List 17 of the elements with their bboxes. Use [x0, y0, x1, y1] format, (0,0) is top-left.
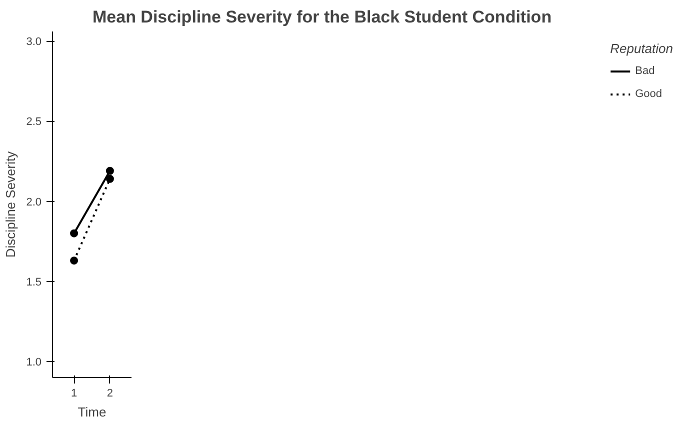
y-tick-label: 3.0: [26, 36, 42, 48]
legend-title: Reputation: [610, 41, 673, 56]
point: [106, 166, 114, 175]
y-tick-label: 1.5: [26, 276, 42, 288]
x-tick-label: 2: [106, 388, 114, 400]
point: [70, 229, 78, 238]
x-axis-title: Time: [78, 404, 106, 420]
y-axis-title: Discipline Severity: [3, 150, 18, 258]
y-tick-label: 2.0: [26, 196, 42, 208]
y-tick-label: 1.0: [26, 356, 42, 368]
x-tick-label: 1: [70, 388, 78, 400]
y-tick-label: 2.5: [26, 116, 42, 128]
point: [70, 256, 78, 265]
legend-label: Bad: [635, 65, 656, 77]
text: Mean Discipline Severity for the Black Student Condition: [92, 8, 552, 26]
legend-label: Good: [635, 88, 662, 100]
point: [106, 174, 114, 183]
